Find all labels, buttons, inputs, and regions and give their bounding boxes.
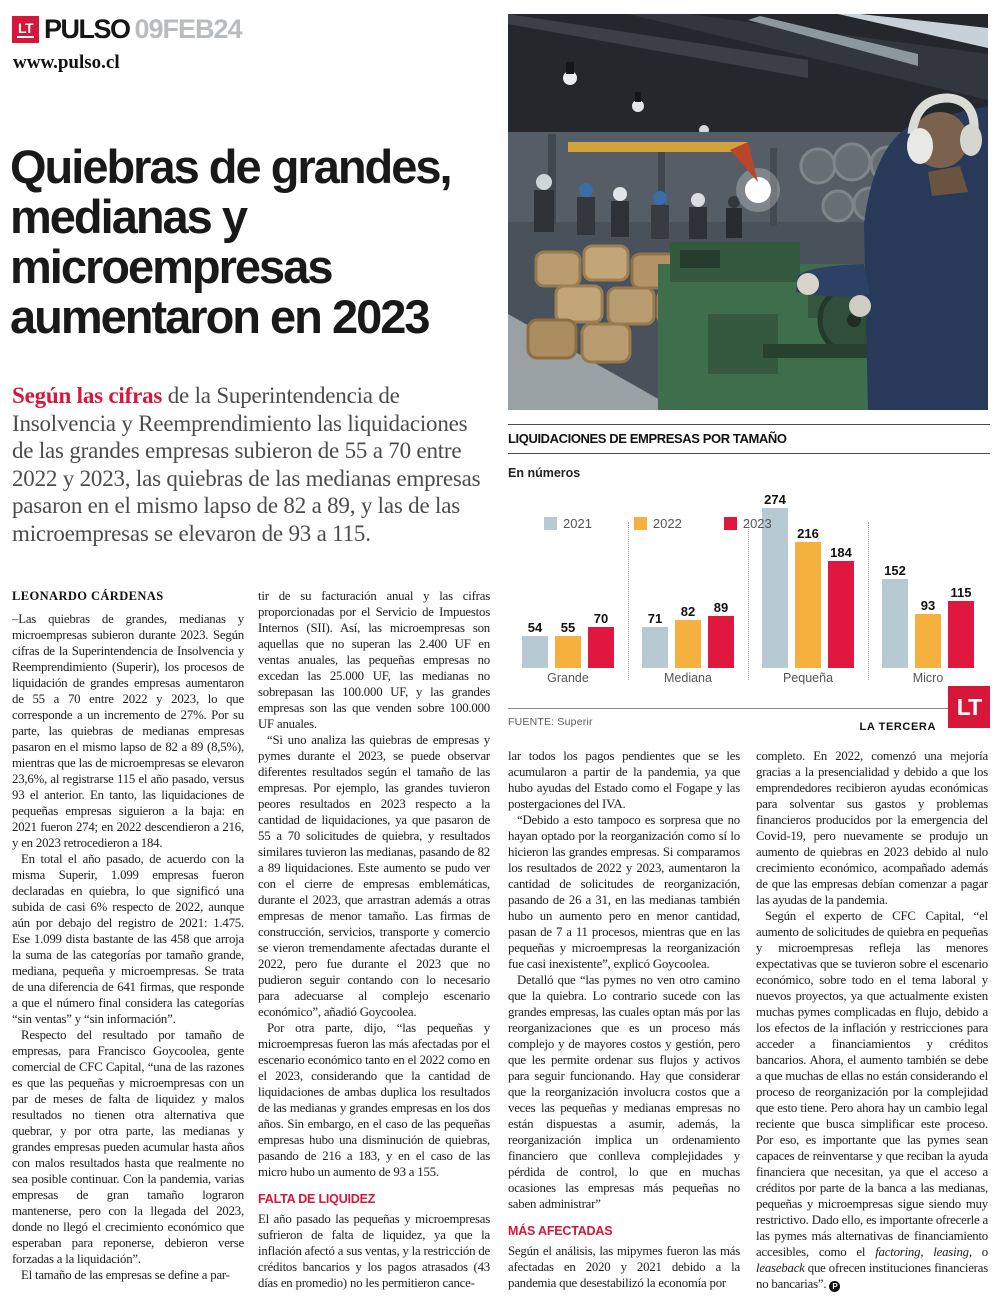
bar-Grande-2023: [588, 627, 614, 668]
byline: LEONARDO CÁRDENAS: [12, 589, 164, 603]
bar-Grande-2022: [555, 636, 581, 668]
category-label-Mediana: Mediana: [664, 671, 712, 685]
paragraph: completo. En 2022, comenzó una mejoría g…: [756, 749, 988, 907]
bar-Mediana-2021: [642, 627, 668, 668]
bar-value-label: 54: [527, 620, 543, 635]
chart-title: LIQUIDACIONES DE EMPRESAS POR TAMAÑO: [508, 431, 787, 446]
bar-value-label: 152: [884, 563, 906, 578]
lead-paragraph: Según las cifras de la Superintendencia …: [12, 382, 492, 548]
legend-label: 2021: [563, 516, 592, 531]
bar-Mediana-2022: [675, 620, 701, 668]
chart-legend: 2021 2022 2023: [544, 516, 772, 531]
chart-plot: 54 55 70 Grande 71 82 89 Mediana 274 216 184 Pequeñ…: [508, 482, 990, 694]
bar-Pequeña-2023: [828, 561, 854, 668]
chart-source: FUENTE: Superir: [508, 716, 593, 728]
paragraph: Según el análisis, las mipymes fueron la…: [508, 1244, 740, 1290]
paragraph: “Si uno analiza las quiebras de empresas…: [258, 733, 490, 1019]
bar-Micro-2021: [882, 579, 908, 668]
bar-value-label: 82: [680, 604, 696, 619]
bar-value-label: 89: [713, 600, 729, 615]
legend-swatch: [723, 517, 737, 530]
group-separator: [748, 522, 749, 680]
legend-label: 2023: [742, 516, 772, 531]
chart-subtitle: En números: [508, 466, 581, 480]
chart-bottom-rule: [508, 708, 950, 709]
bar-value-label: 93: [920, 598, 936, 613]
paragraph: lar todos los pagos pendientes que se le…: [508, 749, 740, 811]
category-label-Grande: Grande: [547, 671, 589, 685]
bar-value-label: 184: [830, 545, 852, 560]
bar-Pequeña-2022: [795, 542, 821, 668]
headline-line: microempresas: [10, 240, 333, 293]
website-url: www.pulso.cl: [13, 52, 120, 73]
chart-credit: LA TERCERA: [859, 721, 936, 733]
edition-date: 09FEB24: [134, 14, 243, 44]
bar-Mediana-2023: [708, 616, 734, 668]
bar-value-label: 274: [764, 492, 786, 507]
lead-text: de la Superintendencia de Insolvencia y …: [12, 383, 481, 546]
masthead: LT PULSO 09FEB24: [12, 14, 243, 44]
group-separator: [628, 522, 629, 680]
category-label-Micro: Micro: [912, 671, 944, 685]
paragraph: Respecto del resultado por tamaño de emp…: [12, 1028, 244, 1266]
chart-title-rule: [508, 453, 990, 454]
paragraph: Según el experto de CFC Capital, “el aum…: [756, 909, 988, 1292]
bar-Micro-2023: [948, 601, 974, 668]
group-separator: [868, 522, 869, 680]
legend-swatch: [633, 517, 647, 530]
lt-logo-letters: LT: [17, 19, 34, 36]
legend-item-2021: 2021: [544, 516, 592, 531]
article-column-4: completo. En 2022, comenzó una mejoría g…: [756, 748, 988, 1305]
category-label-Pequeña: Pequeña: [782, 671, 834, 685]
headline-line: medianas y: [10, 190, 248, 243]
legend-item-2023: 2023: [723, 516, 772, 531]
article-end-mark: P: [829, 1281, 841, 1292]
article-column-3: lar todos los pagos pendientes que se le…: [508, 748, 740, 1305]
paragraph: Detalló que “las pymes no ven otro camin…: [508, 973, 740, 1211]
bar-value-label: 71: [647, 611, 663, 626]
lt-logo-icon: LT: [12, 16, 39, 43]
legend-swatch: [544, 517, 557, 530]
lt-logo-chart: LT: [948, 686, 990, 728]
chart-top-rule: [508, 424, 990, 425]
paragraph: “Debido a esto tampoco es sorpresa que n…: [508, 813, 740, 971]
paragraph: En total el año pasado, de acuerdo con l…: [12, 852, 244, 1026]
bar-Grande-2021: [522, 636, 548, 668]
headline: Quiebras de grandes, medianas y microempre…: [10, 142, 502, 342]
section-subhead: MÁS AFECTADAS: [508, 1224, 613, 1238]
article-photo: [508, 14, 988, 410]
chart-block: LIQUIDACIONES DE EMPRESAS POR TAMAÑO En …: [508, 424, 990, 736]
paragraph: El tamaño de las empresas se define a pa…: [21, 1268, 230, 1282]
bar-value-label: 115: [950, 585, 972, 600]
lead-highlight: Según las cifras: [12, 383, 163, 408]
paragraph: –Las quiebras de grandes, medianas y mic…: [12, 612, 244, 850]
brand-name: PULSO: [44, 14, 131, 44]
article-column-2: tir de su facturación anual y las cifras…: [258, 588, 490, 1305]
article-column-1: LEONARDO CÁRDENAS –Las quiebras de grande…: [12, 588, 244, 1305]
bar-Pequeña-2021: [762, 508, 788, 668]
legend-label: 2022: [652, 516, 682, 531]
lt-logo-microtext: [17, 35, 34, 38]
paragraph: tir de su facturación anual y las cifras…: [258, 589, 490, 731]
paragraph: Por otra parte, dijo, “las pequeñas y mi…: [258, 1021, 490, 1179]
legend-item-2022: 2022: [633, 516, 682, 531]
headline-line: Quiebras de grandes,: [10, 140, 453, 193]
section-subhead: FALTA DE LIQUIDEZ: [258, 1192, 376, 1206]
factory-scene-illustration: [508, 14, 988, 410]
bar-value-label: 216: [797, 526, 819, 541]
bar-value-label: 70: [593, 611, 609, 626]
bar-Micro-2022: [915, 614, 941, 668]
bar-value-label: 55: [560, 620, 576, 635]
paragraph: El año pasado las pequeñas y microempres…: [258, 1212, 490, 1290]
headline-line: aumentaron en 2023: [10, 290, 431, 343]
